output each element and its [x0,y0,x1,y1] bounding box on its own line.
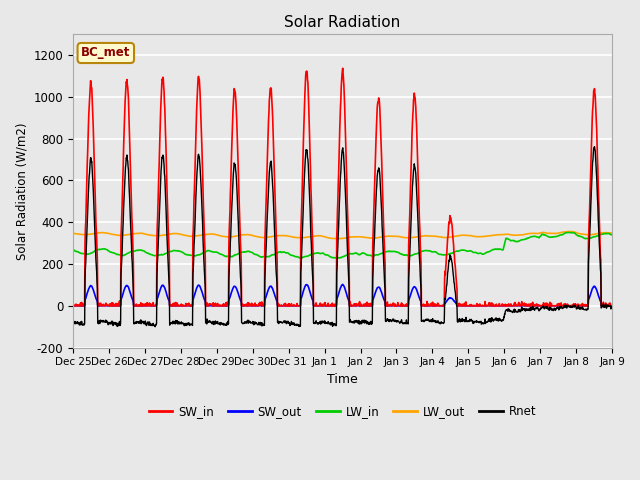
SW_out [70,303,77,309]
LW_in [565,229,573,235]
LW_in [426,248,434,254]
Y-axis label: Solar Radiation (W/m2): Solar Radiation (W/m2) [15,122,28,260]
Line: SW_in: SW_in [73,68,612,306]
LW_in [298,255,305,261]
SW_out [250,303,257,309]
LW_out [608,230,616,236]
Line: LW_in: LW_in [73,232,612,258]
Rnet [591,144,598,150]
SW_out [608,303,616,309]
SW_out [69,303,77,309]
LW_out [176,231,184,237]
SW_in [177,303,184,309]
SW_out [339,282,347,288]
SW_in [70,303,77,309]
LW_in [545,234,552,240]
LW_in [250,251,257,256]
LW_in [69,247,77,253]
SW_out [497,303,505,309]
Rnet [69,318,77,324]
Rnet [545,305,552,311]
Title: Solar Radiation: Solar Radiation [284,15,401,30]
LW_out [426,233,434,239]
Line: Rnet: Rnet [73,147,612,327]
LW_in [176,248,184,254]
LW_out [545,230,552,236]
SW_out [189,296,197,302]
Line: SW_out: SW_out [73,285,612,306]
Line: LW_out: LW_out [73,231,612,239]
Rnet [250,322,257,327]
LW_in [608,232,616,238]
SW_in [339,65,347,71]
Legend: SW_in, SW_out, LW_in, LW_out, Rnet: SW_in, SW_out, LW_in, LW_out, Rnet [144,401,541,423]
Rnet [608,305,616,311]
Rnet [497,317,505,323]
SW_in [545,301,552,307]
SW_in [189,227,197,232]
SW_in [250,302,257,308]
LW_out [567,228,575,234]
LW_out [497,232,505,238]
LW_out [250,233,257,239]
LW_out [333,236,341,241]
Rnet [189,266,197,272]
SW_out [427,303,435,309]
SW_in [497,303,505,309]
SW_in [427,302,435,308]
LW_in [189,253,196,259]
Rnet [151,324,159,330]
LW_out [189,233,196,239]
SW_out [177,303,184,309]
X-axis label: Time: Time [327,373,358,386]
Rnet [426,318,434,324]
Rnet [177,321,184,327]
LW_in [497,246,505,252]
SW_in [608,303,616,309]
SW_in [69,300,77,306]
SW_out [545,303,552,309]
LW_out [69,230,77,236]
Text: BC_met: BC_met [81,47,131,60]
